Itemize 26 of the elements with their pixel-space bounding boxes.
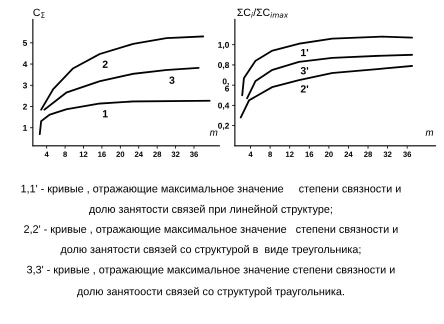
y-tick-label: 0,4: [218, 102, 230, 110]
series-label: 3: [169, 76, 174, 84]
x-axis-title: m: [210, 130, 218, 136]
text: долю занятости связей со структурой в виде треугольника;: [60, 244, 360, 256]
x-axis-title: m: [426, 130, 434, 136]
y-tick-label: 1: [23, 125, 28, 131]
y-axis-title: ΣC$_{i}$/ΣC$_{imax}$: [237, 8, 288, 18]
y-tick-label: 5: [22, 40, 28, 46]
y-tick-label: 1,0: [218, 42, 229, 50]
series-label: 1': [301, 48, 308, 56]
text: долю занятоости связей со структурой траугольника.: [77, 287, 344, 298]
series-label: 1: [102, 110, 108, 118]
text: долю занятости связей при линейной структуре;: [89, 204, 332, 216]
y-tick-label: 2: [22, 104, 27, 110]
text: 3,3' - кривые , отражающие максимальное значение степени связности и: [26, 266, 395, 276]
series-label: 2: [102, 60, 108, 68]
y-tick-label: 3: [22, 82, 27, 88]
series-label: 2': [300, 85, 308, 93]
y-axis-title: C$_{Σ}$: [33, 8, 45, 18]
series-label: 3': [300, 67, 308, 74]
y-tick-label: 0,8: [218, 62, 230, 70]
text: 2,2' - кривые , отражающие максимальное значение степени связности и: [24, 225, 398, 236]
y-tick-label: 0,2: [218, 122, 229, 130]
text: 1,1' - кривые , отражающие максимальное значение степени связности и: [21, 184, 401, 195]
y-tick-label: 4: [22, 61, 28, 68]
y-tick-label: 0, 6: [222, 78, 230, 92]
